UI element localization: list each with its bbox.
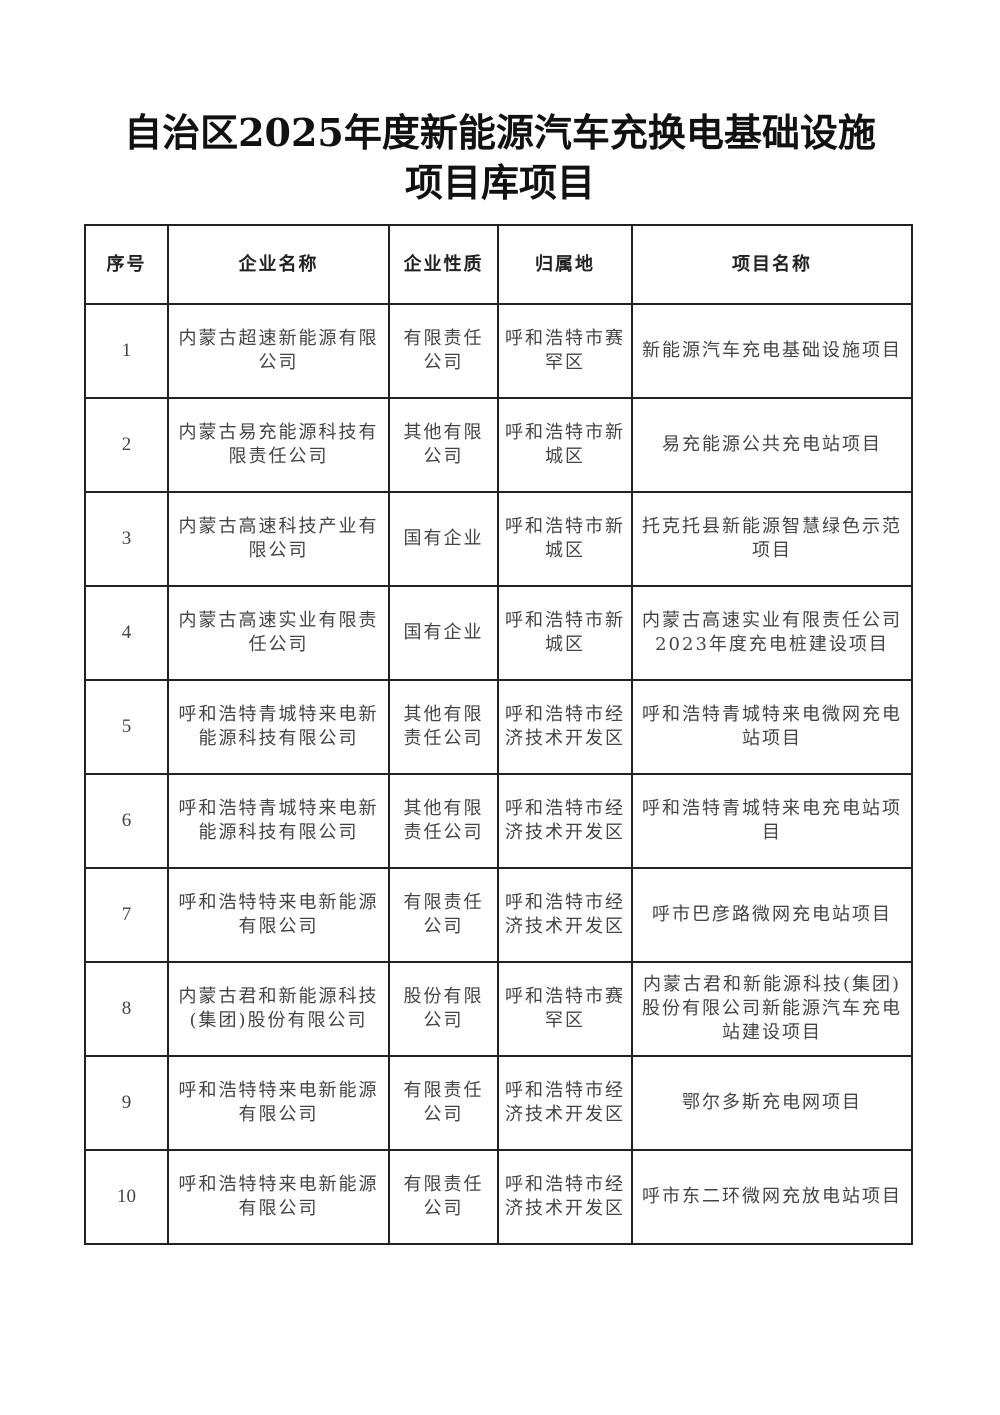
cell-index: 1 [84, 303, 169, 399]
cell-project: 呼市东二环微网充放电站项目 [631, 1149, 913, 1245]
cell-index: 6 [84, 773, 169, 869]
cell-index: 7 [84, 867, 169, 963]
cell-company-type: 其他有限责任公司 [388, 679, 499, 775]
header-company-type: 企业性质 [388, 224, 499, 305]
cell-company-type: 其他有限责任公司 [388, 773, 499, 869]
cell-project: 内蒙古君和新能源科技(集团)股份有限公司新能源汽车充电站建设项目 [631, 961, 913, 1057]
cell-index: 5 [84, 679, 169, 775]
cell-location: 呼和浩特市赛罕区 [497, 961, 633, 1057]
cell-location: 呼和浩特市经济技术开发区 [497, 1149, 633, 1245]
cell-company: 内蒙古君和新能源科技(集团)股份有限公司 [167, 961, 390, 1057]
cell-index: 9 [84, 1055, 169, 1151]
cell-company-type: 其他有限公司 [388, 397, 499, 493]
project-table: 序号 企业名称 企业性质 归属地 项目名称 1 内蒙古超速新能源有限公司 有限责任公… [84, 224, 913, 1245]
cell-company-type: 国有企业 [388, 585, 499, 681]
cell-project: 呼和浩特青城特来电充电站项目 [631, 773, 913, 869]
table-row: 7 呼和浩特特来电新能源有限公司 有限责任公司 呼和浩特市经济技术开发区 呼市巴彦路微网… [84, 867, 913, 963]
cell-company: 呼和浩特青城特来电新能源科技有限公司 [167, 773, 390, 869]
cell-project: 新能源汽车充电基础设施项目 [631, 303, 913, 399]
cell-project: 呼市巴彦路微网充电站项目 [631, 867, 913, 963]
table-row: 1 内蒙古超速新能源有限公司 有限责任公司 呼和浩特市赛罕区 新能源汽车充电基础设施项目 [84, 303, 913, 399]
cell-location: 呼和浩特市经济技术开发区 [497, 773, 633, 869]
table-row: 3 内蒙古高速科技产业有限公司 国有企业 呼和浩特市新城区 托克托县新能源智慧绿色示范项… [84, 491, 913, 587]
cell-company-type: 有限责任公司 [388, 867, 499, 963]
table-row: 6 呼和浩特青城特来电新能源科技有限公司 其他有限责任公司 呼和浩特市经济技术开发区呼… [84, 773, 913, 869]
cell-location: 呼和浩特市经济技术开发区 [497, 1055, 633, 1151]
header-location: 归属地 [497, 224, 633, 305]
cell-company-type: 有限责任公司 [388, 303, 499, 399]
cell-company: 呼和浩特特来电新能源有限公司 [167, 867, 390, 963]
cell-location: 呼和浩特市新城区 [497, 491, 633, 587]
cell-company: 呼和浩特青城特来电新能源科技有限公司 [167, 679, 390, 775]
cell-index: 3 [84, 491, 169, 587]
cell-index: 10 [84, 1149, 169, 1245]
cell-company-type: 国有企业 [388, 491, 499, 587]
cell-index: 4 [84, 585, 169, 681]
cell-company: 内蒙古高速实业有限责任公司 [167, 585, 390, 681]
cell-company: 内蒙古高速科技产业有限公司 [167, 491, 390, 587]
cell-location: 呼和浩特市新城区 [497, 585, 633, 681]
cell-location: 呼和浩特市经济技术开发区 [497, 679, 633, 775]
header-index: 序号 [84, 224, 169, 305]
cell-location: 呼和浩特市经济技术开发区 [497, 867, 633, 963]
cell-index: 2 [84, 397, 169, 493]
table-row: 5 呼和浩特青城特来电新能源科技有限公司 其他有限责任公司 呼和浩特市经济技术开发区呼… [84, 679, 913, 775]
cell-index: 8 [84, 961, 169, 1057]
document-title-line-2: 项目库项目 [404, 160, 595, 205]
cell-project: 托克托县新能源智慧绿色示范项目 [631, 491, 913, 587]
header-project: 项目名称 [631, 224, 913, 305]
cell-company-type: 股份有限公司 [388, 961, 499, 1057]
header-company: 企业名称 [167, 224, 390, 305]
table-row: 2 内蒙古易充能源科技有限责任公司 其他有限公司 呼和浩特市新城区 易充能源公共充电站项… [84, 397, 913, 493]
cell-company: 内蒙古易充能源科技有限责任公司 [167, 397, 390, 493]
cell-company-type: 有限责任公司 [388, 1149, 499, 1245]
cell-project: 易充能源公共充电站项目 [631, 397, 913, 493]
cell-company: 内蒙古超速新能源有限公司 [167, 303, 390, 399]
cell-location: 呼和浩特市赛罕区 [497, 303, 633, 399]
cell-project: 内蒙古高速实业有限责任公司2023年度充电桩建设项目 [631, 585, 913, 681]
cell-project: 鄂尔多斯充电网项目 [631, 1055, 913, 1151]
table-row: 8 内蒙古君和新能源科技(集团)股份有限公司 股份有限公司 呼和浩特市赛罕区 内蒙古君和… [84, 961, 913, 1057]
cell-company: 呼和浩特特来电新能源有限公司 [167, 1149, 390, 1245]
table-row: 4 内蒙古高速实业有限责任公司 国有企业 呼和浩特市新城区 内蒙古高速实业有限责任公司2… [84, 585, 913, 681]
table-row: 10 呼和浩特特来电新能源有限公司 有限责任公司 呼和浩特市经济技术开发区 呼市东二环微… [84, 1149, 913, 1245]
table-header-row: 序号 企业名称 企业性质 归属地 项目名称 [84, 224, 913, 305]
cell-project: 呼和浩特青城特来电微网充电站项目 [631, 679, 913, 775]
cell-company-type: 有限责任公司 [388, 1055, 499, 1151]
table-row: 9 呼和浩特特来电新能源有限公司 有限责任公司 呼和浩特市经济技术开发区 鄂尔多斯充电网… [84, 1055, 913, 1151]
cell-company: 呼和浩特特来电新能源有限公司 [167, 1055, 390, 1151]
cell-location: 呼和浩特市新城区 [497, 397, 633, 493]
document-title-line-1: 自治区2025年度新能源汽车充换电基础设施 [124, 110, 876, 155]
